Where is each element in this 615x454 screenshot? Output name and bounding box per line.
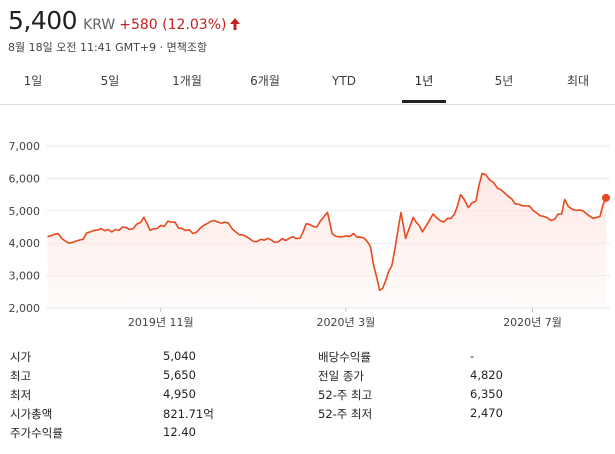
stat-52w-low: 52-주 최저 2,470 [318, 406, 608, 424]
stat-label: 52-주 최저 [318, 407, 373, 421]
stat-label: 시가총액 [10, 407, 53, 421]
stat-low: 최저 4,950 [10, 387, 300, 405]
tab-1y[interactable]: 1년 [394, 64, 454, 103]
price-change: +580 (12.03%) [119, 17, 227, 33]
currency-code: KRW [83, 17, 116, 33]
stat-high: 최고 5,650 [10, 368, 300, 386]
stat-value: 12.40 [163, 425, 196, 439]
stat-label: 최저 [10, 388, 32, 402]
x-tick-label: 2020년 3월 [317, 316, 376, 329]
y-tick-label: 7,000 [9, 140, 41, 153]
y-tick-label: 2,000 [9, 302, 41, 315]
y-tick-label: 3,000 [9, 270, 41, 283]
tab-max[interactable]: 최대 [566, 74, 590, 88]
tab-1m[interactable]: 1개월 [172, 74, 202, 88]
y-tick-label: 6,000 [9, 172, 41, 185]
stat-open: 시가 5,040 [10, 349, 300, 367]
current-price: 5,400 [8, 6, 78, 35]
y-tick-label: 4,000 [9, 237, 41, 250]
tab-5d[interactable]: 5일 [100, 74, 120, 88]
y-axis: 7,000 6,000 5,000 4,000 3,000 2,000 [9, 140, 41, 315]
stat-label: 52-주 최고 [318, 388, 373, 402]
stat-label: 최고 [10, 369, 32, 383]
price-line [47, 172, 607, 291]
arrow-up-icon [230, 15, 241, 30]
stat-market-cap: 시가총액 821.71억 [10, 406, 300, 424]
stat-52w-high: 52-주 최고 6,350 [318, 387, 608, 405]
stat-pe-ratio: 주가수익률 12.40 [10, 425, 300, 443]
tab-ytd[interactable]: YTD [332, 74, 356, 88]
tab-5y[interactable]: 5년 [494, 74, 514, 88]
stat-label: 전일 종가 [318, 369, 364, 383]
stat-value: - [470, 349, 475, 363]
stat-value: 4,950 [163, 387, 196, 401]
x-tick-label: 2020년 7월 [503, 316, 562, 329]
x-axis: 2019년 11월 2020년 3월 2020년 7월 [128, 308, 562, 329]
stat-value: 5,040 [163, 349, 196, 363]
quote-header: 5,400 KRW +580 (12.03%) [8, 6, 241, 35]
tab-6m[interactable]: 6개월 [250, 74, 280, 88]
y-tick-label: 5,000 [9, 205, 41, 218]
tab-1d[interactable]: 1일 [23, 74, 43, 88]
chart-area [47, 172, 610, 308]
stat-label: 시가 [10, 350, 32, 364]
stat-label: 주가수익률 [10, 426, 63, 440]
stat-value: 821.71억 [163, 407, 214, 421]
stat-prev-close: 전일 종가 4,820 [318, 368, 608, 386]
timestamp-disclaimer: 8월 18일 오전 11:41 GMT+9 · 면책조항 [8, 41, 208, 54]
range-tabs: 1일 5일 1개월 6개월 YTD 1년 5년 최대 [0, 64, 615, 105]
x-tick-label: 2019년 11월 [128, 316, 194, 329]
stat-value: 4,820 [470, 368, 503, 382]
stat-value: 6,350 [470, 387, 503, 401]
stat-value: 5,650 [163, 368, 196, 382]
last-price-dot [602, 193, 610, 202]
price-area-fill [47, 173, 606, 308]
stat-value: 2,470 [470, 406, 503, 420]
stat-label: 배당수익률 [318, 350, 371, 364]
price-chart: 7,000 6,000 5,000 4,000 3,000 2,000 2019년 11월… [0, 113, 615, 329]
stat-dividend-yield: 배당수익률 - [318, 349, 608, 367]
